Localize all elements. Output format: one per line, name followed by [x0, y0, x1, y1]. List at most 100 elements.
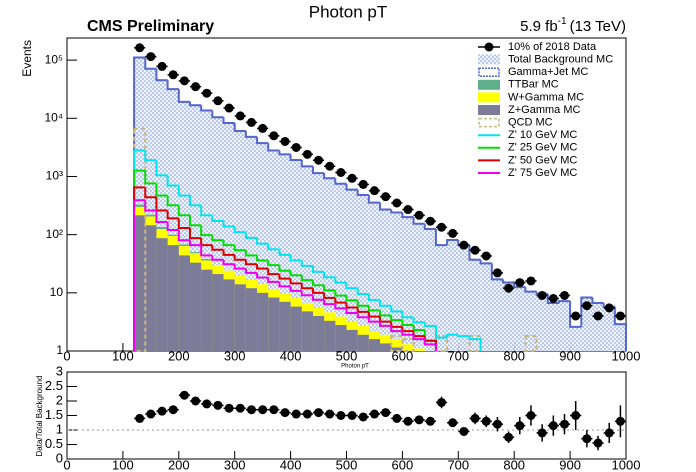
histogram-step [177, 230, 190, 242]
x-tick-label: 900 [559, 348, 581, 363]
histogram-step [300, 159, 313, 168]
histogram-bin [335, 324, 347, 351]
histogram-step [289, 270, 302, 277]
legend-label: TTBar MC [508, 79, 559, 91]
ratio-point [414, 415, 424, 425]
x-tick-label: 500 [336, 457, 358, 472]
histogram-step [166, 221, 179, 232]
histogram-bin [178, 100, 190, 351]
y-tick-label: 10⁵ [45, 52, 63, 66]
histogram-step [244, 130, 258, 138]
histogram-step [166, 210, 179, 220]
ratio-point [504, 432, 514, 442]
data-point [202, 88, 212, 98]
histogram-step [591, 297, 604, 304]
ratio-point [403, 416, 413, 426]
histogram-step [334, 304, 347, 310]
histogram-bin [301, 311, 313, 351]
y-tick-label: 1 [56, 343, 63, 357]
histogram-step [289, 254, 302, 262]
histogram-bin [391, 347, 403, 351]
lumi: 5.9 fb [520, 18, 558, 35]
y-tick-label: 10⁴ [44, 110, 63, 124]
ratio-point [615, 416, 625, 426]
histogram-step [233, 226, 246, 234]
histogram-step [278, 249, 291, 256]
histogram-bin [223, 279, 235, 351]
histogram-step [334, 290, 347, 297]
y-axis-label: Events [20, 40, 34, 77]
y-tick-label: 10 [50, 285, 64, 299]
histogram-step [345, 282, 358, 290]
histogram-step [233, 123, 246, 132]
histogram-step [211, 215, 224, 222]
ratio-point [437, 397, 447, 407]
histogram-bin [312, 172, 325, 351]
histogram-bin [245, 288, 258, 351]
histogram-bin [212, 274, 224, 351]
experiment-label: CMS Preliminary [87, 18, 214, 35]
histogram-bin [223, 122, 235, 351]
histogram-bin [145, 225, 157, 351]
data-point [191, 82, 201, 92]
histogram-step [155, 160, 168, 177]
data-point [291, 142, 301, 152]
histogram-step [233, 254, 246, 261]
histogram-bin [536, 292, 548, 351]
histogram-step [300, 283, 313, 290]
data-point [425, 216, 435, 226]
histogram-bin [346, 329, 358, 351]
ratio-point [537, 428, 547, 438]
histogram-step [222, 220, 235, 228]
x-tick-label: 200 [168, 348, 190, 363]
data-point [269, 131, 279, 141]
histogram-step [367, 294, 381, 302]
histogram-step [233, 264, 246, 270]
data-point [593, 311, 603, 321]
ratio-point [146, 409, 156, 419]
histogram-step [289, 278, 302, 285]
x-tick-label: 400 [280, 348, 302, 363]
histogram-bin [614, 323, 626, 351]
data-point [135, 43, 145, 53]
histogram-step [144, 170, 157, 185]
x-tick-label: 1000 [612, 457, 641, 472]
y-tick-label: 2.5 [45, 378, 63, 393]
ratio-point [492, 419, 502, 429]
legend-swatch [478, 79, 500, 90]
data-point [537, 290, 547, 300]
histogram-step [345, 308, 358, 314]
histogram-bin [435, 244, 448, 351]
histogram-step [412, 334, 425, 341]
histogram-step [390, 209, 403, 214]
histogram-step [211, 245, 224, 251]
histogram-bin [380, 208, 392, 351]
data-point [325, 161, 335, 171]
x-tick-label: 0 [63, 348, 70, 363]
histogram-step [188, 240, 202, 247]
histogram-step [323, 292, 336, 299]
histogram-step [569, 301, 582, 328]
histogram-step [200, 205, 213, 217]
ratio-point [179, 390, 189, 400]
histogram-step [177, 205, 190, 217]
ratio-point [448, 418, 458, 428]
data-point [582, 301, 592, 311]
legend-label: QCD MC [508, 117, 553, 129]
legend-label: Total Background MC [508, 54, 613, 66]
data-point [347, 173, 357, 183]
data-point [437, 222, 447, 232]
histogram-bin [603, 305, 615, 351]
x-axis-label: Photon pT [341, 364, 369, 370]
y-tick-label: 3 [56, 363, 63, 378]
histogram-step [289, 286, 302, 292]
histogram-bin [167, 245, 179, 351]
histogram-bin [156, 238, 168, 351]
histogram-step [356, 312, 369, 319]
histogram-step [311, 166, 325, 175]
histogram-bin [402, 215, 414, 351]
y-tick-label: 1 [56, 421, 63, 436]
histogram-step [144, 57, 157, 70]
ratio-point [246, 405, 256, 415]
